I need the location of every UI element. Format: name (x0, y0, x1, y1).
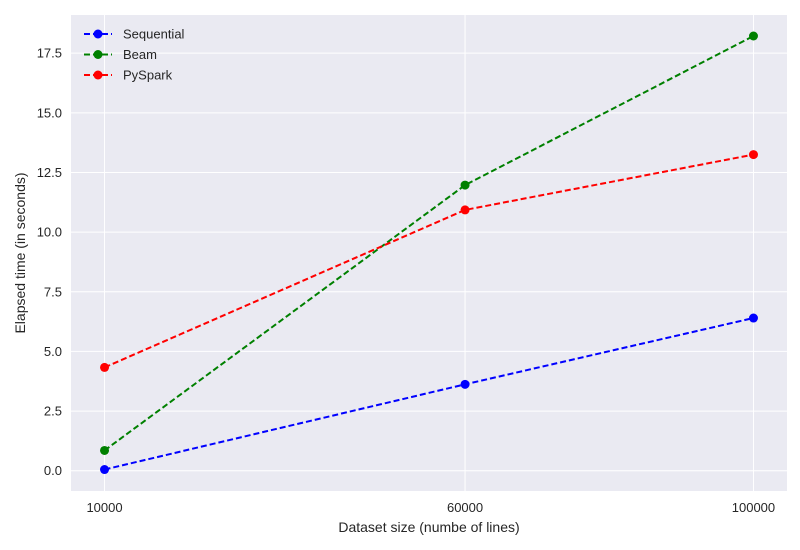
legend-item-pyspark: PySpark (84, 68, 173, 83)
data-point (748, 313, 758, 323)
x-tick-label: 10000 (86, 500, 122, 515)
data-point (748, 31, 758, 41)
grid (71, 15, 787, 491)
series-pyspark (100, 150, 758, 372)
data-point (460, 205, 470, 215)
legend-swatch-marker (93, 50, 103, 59)
axis-ticks: 0.0 2.5 5.0 7.5 10.0 12.5 15.0 17.5 10000 60000 10… (37, 46, 775, 515)
y-tick-label: 17.5 (37, 46, 62, 61)
x-axis-title: Dataset size (numbe of lines) (338, 519, 519, 535)
legend-label: PySpark (123, 68, 173, 83)
y-tick-label: 12.5 (37, 165, 62, 180)
legend-label: Beam (123, 47, 157, 62)
data-point (460, 379, 470, 389)
series-group (100, 31, 758, 475)
series-beam (100, 31, 758, 455)
legend-swatch-marker (93, 29, 103, 39)
y-axis-title: Elapsed time (in seconds) (12, 172, 28, 333)
data-point (100, 445, 110, 455)
series-line (104, 153, 754, 369)
x-tick-label: 100000 (732, 500, 775, 515)
data-point (100, 465, 110, 475)
x-tick-label: 60000 (447, 500, 483, 515)
legend-item-sequential: Sequential (84, 27, 185, 42)
legend-item-beam: Beam (84, 47, 157, 62)
y-tick-label: 5.0 (44, 344, 62, 359)
y-tick-label: 7.5 (44, 284, 62, 299)
legend-swatch-marker (93, 70, 103, 80)
legend-label: Sequential (123, 27, 185, 42)
y-tick-label: 10.0 (37, 225, 62, 240)
data-point (460, 180, 470, 190)
series-sequential (100, 313, 758, 475)
data-point (100, 362, 110, 372)
y-tick-label: 2.5 (44, 404, 62, 419)
plot-area (71, 15, 787, 491)
series-line (103, 35, 754, 452)
data-point (748, 150, 758, 160)
legend: Sequential Beam PySpark (84, 27, 185, 83)
y-tick-label: 0.0 (44, 463, 62, 478)
y-tick-label: 15.0 (37, 105, 62, 120)
